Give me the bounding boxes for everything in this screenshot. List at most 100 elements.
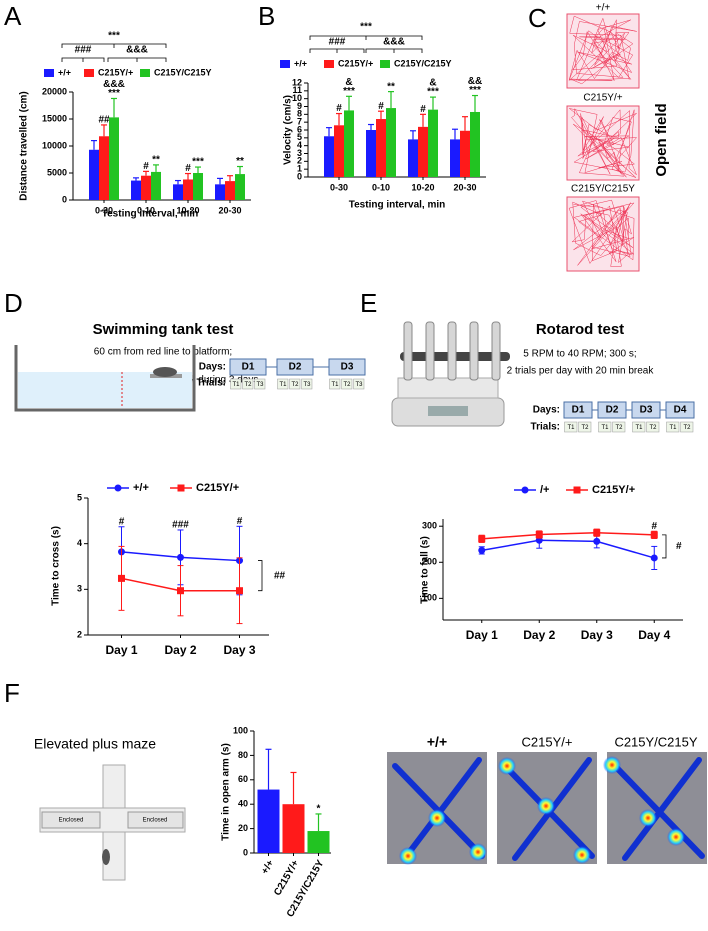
y-tick-label: 0 <box>62 194 67 204</box>
panel-letter: B <box>258 1 275 31</box>
day: D3 <box>341 362 354 373</box>
comparison-bracket <box>309 48 365 53</box>
trial-box <box>341 378 353 390</box>
day: D4 <box>674 405 687 416</box>
significance: *** <box>469 85 481 96</box>
bar <box>235 174 245 200</box>
heatmap-label: C215Y/+ <box>522 734 573 749</box>
significance: # <box>143 161 149 172</box>
open-field-title: Open field <box>653 103 670 176</box>
comparison-bracket <box>107 57 167 62</box>
trial-box <box>598 421 612 433</box>
trial: T1 <box>567 425 575 431</box>
heatmap-spot <box>639 809 657 827</box>
significance: *** <box>108 88 120 99</box>
trial-box <box>666 421 680 433</box>
trial: T1 <box>279 382 287 388</box>
y-tick-label: 3 <box>297 148 302 158</box>
heatmap-spot <box>469 843 487 861</box>
point <box>478 546 486 554</box>
day: D2 <box>289 362 302 373</box>
significance: * <box>317 804 321 815</box>
comparison-bracket <box>309 35 423 40</box>
y-tick-label: 3 <box>77 584 82 594</box>
track <box>568 199 635 267</box>
comparison-label: ### <box>329 37 346 48</box>
y-tick-label: 10000 <box>42 140 67 150</box>
trial-box <box>632 421 646 433</box>
significance: & <box>345 77 352 88</box>
panel-letter: C <box>528 3 547 33</box>
trial-box <box>578 421 592 433</box>
y-tick-label: 20 <box>238 823 248 833</box>
point <box>118 574 125 582</box>
bar <box>215 184 225 200</box>
bar <box>141 175 151 200</box>
arm-label: Enclosed <box>143 818 168 824</box>
point <box>593 529 601 537</box>
point <box>236 587 243 595</box>
point <box>535 531 543 539</box>
bar <box>99 136 109 200</box>
y-axis-label: Time to fall (s) <box>420 536 431 604</box>
trial: T2 <box>244 382 252 388</box>
point <box>478 535 486 543</box>
bar <box>109 117 119 200</box>
panel-letter: A <box>4 1 22 31</box>
heatmap-spot <box>498 757 516 775</box>
series-line <box>481 531 655 540</box>
y-tick-label: 7 <box>297 117 302 127</box>
heatmap-spot <box>667 828 685 846</box>
test-title: Swimming tank test <box>93 321 234 338</box>
x-tick-label: Day 3 <box>223 643 255 657</box>
y-axis-label: Distance travelled (cm) <box>19 91 30 201</box>
comparison-label: *** <box>360 22 372 33</box>
legend-swatch <box>140 69 150 77</box>
test-detail: 5 RPM to 40 RPM; 300 s; <box>523 349 636 360</box>
bar <box>307 831 330 853</box>
day-box <box>665 401 695 419</box>
panel-letter: E <box>360 288 377 318</box>
y-tick-label: 8 <box>297 109 302 119</box>
y-tick-label: 200 <box>422 557 437 567</box>
legend-swatch <box>280 60 290 68</box>
trial-box <box>230 378 242 390</box>
x-tick-label: Day 4 <box>638 628 670 642</box>
bar <box>366 130 376 177</box>
comparison-bracket <box>61 43 167 48</box>
significance: # <box>185 163 191 174</box>
y-tick-label: 0 <box>243 847 248 857</box>
legend-label: +/+ <box>294 58 307 68</box>
y-tick-label: 60 <box>238 774 248 784</box>
x-tick-label: 20-30 <box>218 205 241 215</box>
bar <box>344 110 354 177</box>
trial-box <box>254 378 266 390</box>
legend-label: C215Y/+ <box>592 484 635 496</box>
trials-label: Trials: <box>531 422 560 433</box>
point <box>177 553 184 561</box>
bar <box>282 804 305 853</box>
y-axis-label: Time to cross (s) <box>51 526 62 606</box>
x-tick-label: 20-30 <box>453 182 476 192</box>
significance: & <box>429 78 436 89</box>
rotarod-box <box>397 377 499 399</box>
significance: # <box>237 516 243 527</box>
x-tick-label: Day 1 <box>105 643 137 657</box>
comparison-label: &&& <box>126 45 148 56</box>
day-box <box>328 358 366 376</box>
legend-swatch <box>380 60 390 68</box>
bar <box>376 119 386 177</box>
y-tick-label: 15000 <box>42 113 67 123</box>
y-tick-label: 9 <box>297 101 302 111</box>
legend-swatch <box>84 69 94 77</box>
comparison-bracket <box>662 534 667 559</box>
y-tick-label: 5 <box>77 492 82 502</box>
point <box>650 531 658 539</box>
heatmap-arm <box>612 757 705 861</box>
legend-label: C215Y/+ <box>98 67 133 77</box>
day-box <box>563 401 593 419</box>
trial: T2 <box>291 382 299 388</box>
y-tick-label: 80 <box>238 750 248 760</box>
bar <box>334 125 344 177</box>
trial: T3 <box>256 382 264 388</box>
